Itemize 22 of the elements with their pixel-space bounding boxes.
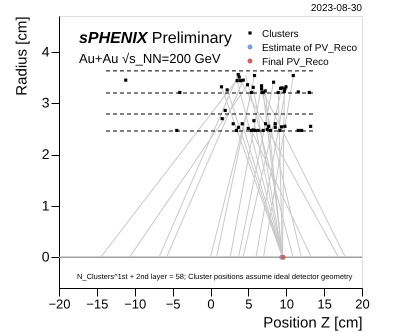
y-tick-label: 1 (42, 197, 50, 214)
x-tick-label: 0 (207, 296, 215, 312)
legend-label: Final PV_Reco (262, 57, 330, 68)
x-tick-label: 15 (317, 296, 332, 312)
y-tick-label: 2 (42, 146, 50, 162)
legend-label: Estimate of PV_Reco (262, 43, 358, 54)
x-tick-label: −5 (166, 296, 181, 312)
x-tick-label: 5 (245, 296, 252, 312)
y-tick-label: 3 (42, 94, 50, 111)
x-axis-title: Position Z [cm] (263, 314, 362, 332)
annotation: Au+Au √s_NN=200 GeV (79, 51, 221, 66)
x-tick-label: 10 (280, 296, 294, 312)
y-tick-label: 4 (42, 43, 50, 60)
x-tick-label: 20 (355, 296, 370, 312)
legend-label: Clusters (262, 29, 299, 40)
y-tick-label: 0 (42, 248, 50, 265)
y-axis-title: Radius [cm] (14, 16, 31, 96)
text: sPHENIX Preliminary (79, 30, 232, 47)
x-tick-label: −20 (48, 296, 71, 312)
x-tick-label: −15 (86, 296, 108, 312)
x-tick-label: −10 (124, 296, 146, 312)
text: 2023-08-30 (310, 3, 362, 14)
